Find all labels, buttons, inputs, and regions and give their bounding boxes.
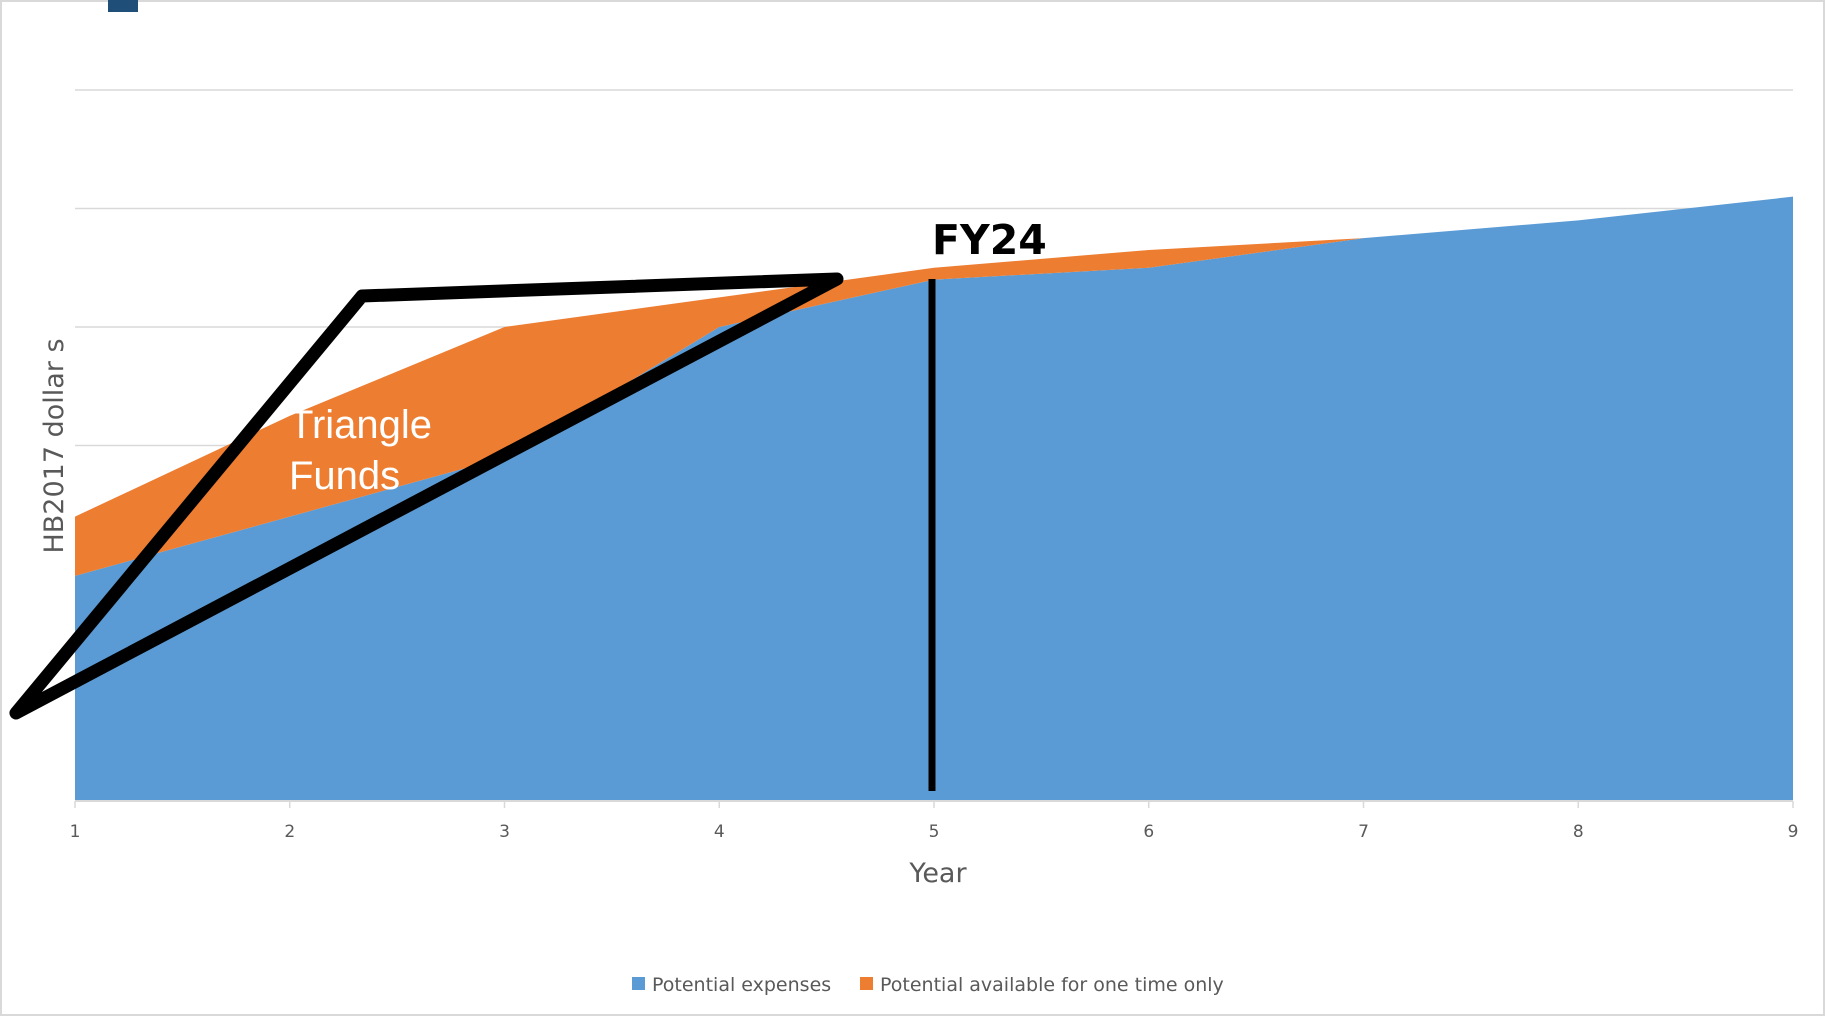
legend: Potential expenses Potential available fo… xyxy=(632,974,1224,996)
x-tick-label-4: 4 xyxy=(714,822,725,842)
x-axis: 1 2 3 4 5 6 7 8 9 xyxy=(70,800,1799,842)
x-tick-label-7: 7 xyxy=(1358,822,1369,842)
x-axis-title: Year xyxy=(908,858,967,889)
y-axis-title: HB2017 dollar s xyxy=(39,338,70,553)
corner-mark xyxy=(108,0,138,12)
x-tick-label-3: 3 xyxy=(499,822,510,842)
x-tick-label-5: 5 xyxy=(929,822,940,842)
legend-swatch-1 xyxy=(632,977,645,990)
x-tick-label-1: 1 xyxy=(70,822,81,842)
x-tick-label-2: 2 xyxy=(284,822,295,842)
x-tick-label-9: 9 xyxy=(1788,822,1799,842)
x-tick-label-8: 8 xyxy=(1573,822,1584,842)
triangle-label-line1: Triangle xyxy=(289,403,432,447)
area-series-2 xyxy=(75,196,1793,576)
triangle-label-line2: Funds xyxy=(289,454,400,498)
fy24-marker-label: FY24 xyxy=(932,216,1047,264)
legend-label-2: Potential available for one time only xyxy=(880,974,1224,996)
legend-swatch-2 xyxy=(860,977,873,990)
triangle-annotation xyxy=(9,272,844,720)
legend-label-1: Potential expenses xyxy=(652,974,831,996)
x-tick-label-6: 6 xyxy=(1143,822,1154,842)
